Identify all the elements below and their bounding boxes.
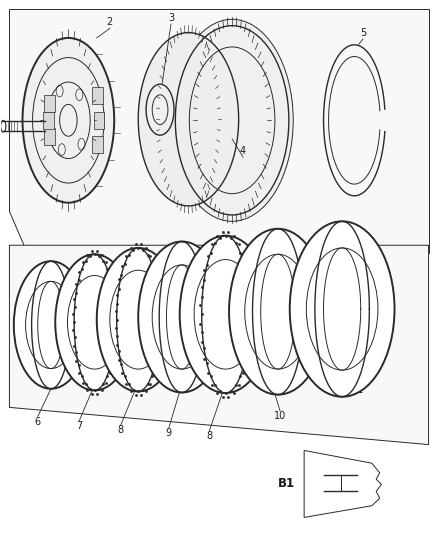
- Ellipse shape: [97, 248, 180, 391]
- FancyBboxPatch shape: [92, 87, 103, 104]
- Text: 5: 5: [360, 28, 366, 38]
- FancyBboxPatch shape: [94, 112, 105, 129]
- Text: 3: 3: [168, 13, 174, 23]
- Ellipse shape: [22, 38, 114, 203]
- Ellipse shape: [138, 241, 226, 392]
- FancyBboxPatch shape: [44, 128, 55, 145]
- Ellipse shape: [55, 254, 134, 390]
- Text: B1: B1: [278, 477, 295, 490]
- Ellipse shape: [229, 229, 327, 394]
- Ellipse shape: [138, 33, 239, 206]
- Ellipse shape: [146, 84, 174, 135]
- Text: 10: 10: [274, 411, 286, 422]
- Text: 9: 9: [166, 429, 172, 439]
- Ellipse shape: [14, 261, 88, 389]
- FancyBboxPatch shape: [92, 136, 103, 153]
- FancyBboxPatch shape: [43, 112, 54, 129]
- Text: 8: 8: [206, 431, 212, 441]
- Text: 6: 6: [35, 417, 41, 427]
- Text: 2: 2: [107, 17, 113, 27]
- Text: 8: 8: [118, 425, 124, 435]
- Polygon shape: [10, 245, 428, 445]
- Text: 11: 11: [352, 385, 364, 395]
- Text: 4: 4: [240, 146, 246, 156]
- Ellipse shape: [180, 236, 272, 393]
- Text: 7: 7: [76, 421, 82, 431]
- Ellipse shape: [290, 221, 395, 397]
- Ellipse shape: [171, 19, 293, 221]
- Polygon shape: [10, 9, 428, 253]
- FancyBboxPatch shape: [44, 95, 55, 112]
